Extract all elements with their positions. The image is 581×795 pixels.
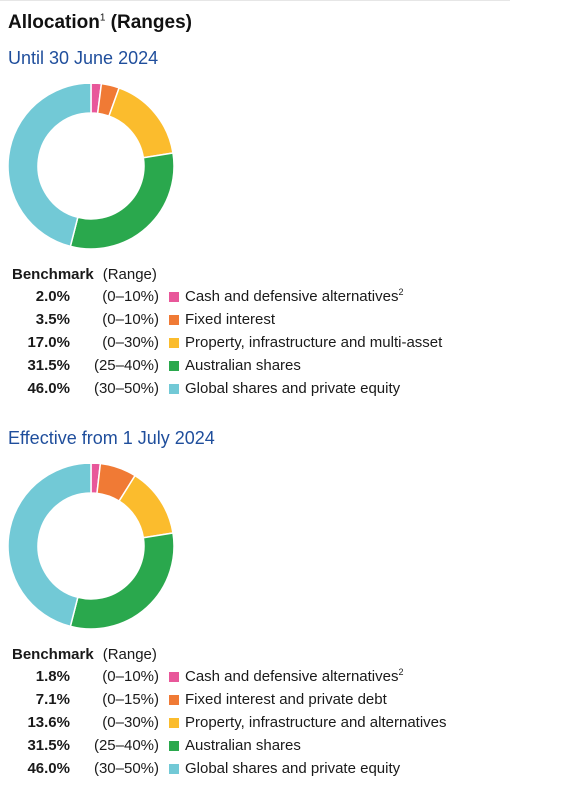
range-value: (0–15%) <box>102 691 159 708</box>
legend-item: 7.1% (0–15%) Fixed interest and private de… <box>12 688 447 711</box>
legend-label: Property, infrastructure and multi-asset <box>185 334 442 351</box>
donut-slice <box>69 152 175 250</box>
legend-swatch <box>169 718 179 728</box>
top-divider <box>0 0 510 1</box>
benchmark-value: 2.0% <box>35 288 70 305</box>
legend-swatch <box>169 384 179 394</box>
section-title: Effective from 1 July 2024 <box>8 428 215 448</box>
page-title-suffix: (Ranges) <box>105 12 192 33</box>
legend-header-benchmark: Benchmark <box>12 646 94 663</box>
legend-label: Global shares and private equity <box>185 380 400 397</box>
allocation-donut-chart <box>7 84 175 250</box>
allocation-donut-chart <box>7 464 175 630</box>
legend-item: 13.6% (0–30%) Property, infrastructure and… <box>12 711 447 734</box>
range-value: (0–10%) <box>102 288 159 305</box>
section-title: Until 30 June 2024 <box>8 48 159 68</box>
legend-item: 3.5% (0–10%) Fixed interest <box>12 308 442 331</box>
legend-label-text: Australian shares <box>185 357 301 374</box>
legend-label: Australian shares <box>185 737 301 754</box>
page-title: Allocation1 (Ranges) <box>8 12 192 34</box>
range-value: (0–10%) <box>102 668 159 685</box>
legend-label-text: Property, infrastructure and alternative… <box>185 714 447 731</box>
donut-slice <box>7 84 92 248</box>
legend-label-text: Cash and defensive alternatives <box>185 668 399 685</box>
legend-label-text: Property, infrastructure and multi-asset <box>185 334 443 351</box>
legend-label-text: Australian shares <box>185 737 301 754</box>
range-value: (25–40%) <box>93 357 159 374</box>
legend-swatch <box>169 338 179 348</box>
title-footnote-marker: 1 <box>99 12 106 24</box>
benchmark-value: 7.1% <box>35 691 70 708</box>
legend-swatch <box>169 764 179 774</box>
legend-header-range: (Range) <box>102 266 157 283</box>
benchmark-value: 46.0% <box>27 380 70 397</box>
legend-label: Cash and defensive alternatives2 <box>185 287 404 306</box>
legend-header: Benchmark (Range) <box>12 644 447 665</box>
legend-item: 2.0% (0–10%) Cash and defensive alternativ… <box>12 285 442 308</box>
legend-swatch <box>169 315 179 325</box>
donut-slice <box>107 86 174 159</box>
benchmark-value: 1.8% <box>35 668 70 685</box>
legend-swatch <box>169 672 179 682</box>
legend-swatch <box>169 741 179 751</box>
range-value: (30–50%) <box>93 380 159 397</box>
benchmark-value: 3.5% <box>35 311 70 328</box>
legend-item: 17.0% (0–30%) Property, infrastructure and… <box>12 331 442 354</box>
benchmark-value: 31.5% <box>27 357 70 374</box>
legend-item: 1.8% (0–10%) Cash and defensive alternativ… <box>12 665 447 688</box>
legend-label: Fixed interest and private debt <box>185 691 387 708</box>
legend-label-text: Cash and defensive alternatives <box>185 288 399 305</box>
legend-footnote-marker: 2 <box>398 287 404 297</box>
legend-header-benchmark: Benchmark <box>12 266 94 283</box>
range-value: (25–40%) <box>93 737 159 754</box>
benchmark-value: 17.0% <box>27 334 70 351</box>
legend-header: Benchmark (Range) <box>12 264 442 285</box>
range-value: (0–30%) <box>102 714 159 731</box>
legend-swatch <box>169 361 179 371</box>
donut-slice <box>7 464 92 628</box>
legend-label: Fixed interest <box>185 311 275 328</box>
legend-label-text: Fixed interest <box>185 311 276 328</box>
legend-label: Global shares and private equity <box>185 760 400 777</box>
legend-footnote-marker: 2 <box>398 667 404 677</box>
legend-label-text: Global shares and private equity <box>185 760 401 777</box>
range-value: (0–10%) <box>102 311 159 328</box>
donut-slice <box>69 532 175 630</box>
legend-label: Cash and defensive alternatives2 <box>185 667 404 686</box>
legend-item: 31.5% (25–40%) Australian shares <box>12 354 442 377</box>
legend-item: 31.5% (25–40%) Australian shares <box>12 734 447 757</box>
legend-label: Australian shares <box>185 357 301 374</box>
benchmark-value: 31.5% <box>27 737 70 754</box>
allocation-legend: Benchmark (Range) 1.8% (0–10%) Cash and def… <box>12 644 447 780</box>
legend-item: 46.0% (30–50%) Global shares and private e… <box>12 377 442 400</box>
legend-label: Property, infrastructure and alternative… <box>185 714 447 731</box>
legend-label-text: Global shares and private equity <box>185 380 401 397</box>
legend-label-text: Fixed interest and private debt <box>185 691 387 708</box>
legend-item: 46.0% (30–50%) Global shares and private e… <box>12 757 447 780</box>
range-value: (30–50%) <box>93 760 159 777</box>
page-title-text: Allocation <box>8 12 100 33</box>
benchmark-value: 46.0% <box>27 760 70 777</box>
range-value: (0–30%) <box>102 334 159 351</box>
legend-swatch <box>169 695 179 705</box>
legend-header-range: (Range) <box>102 646 157 663</box>
allocation-legend: Benchmark (Range) 2.0% (0–10%) Cash and def… <box>12 264 442 400</box>
benchmark-value: 13.6% <box>27 714 70 731</box>
legend-swatch <box>169 292 179 302</box>
